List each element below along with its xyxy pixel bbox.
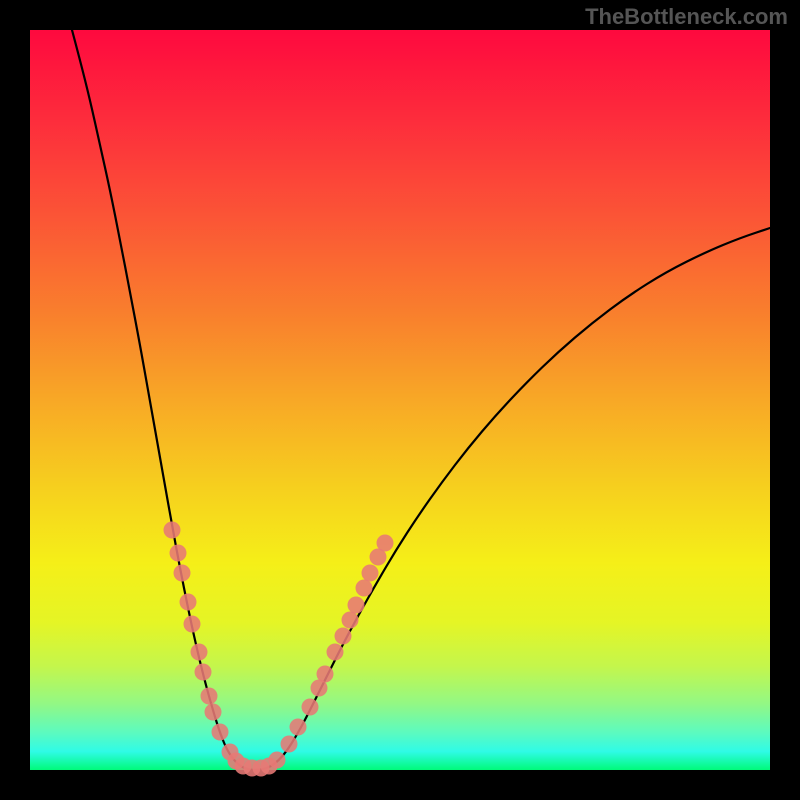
data-marker [195, 664, 212, 681]
data-marker [191, 644, 208, 661]
data-marker [317, 666, 334, 683]
data-marker [290, 719, 307, 736]
data-marker [348, 597, 365, 614]
data-marker [205, 704, 222, 721]
data-marker [342, 612, 359, 629]
data-marker [184, 616, 201, 633]
data-marker [269, 752, 286, 769]
data-marker [174, 565, 191, 582]
chart-container: TheBottleneck.com [0, 0, 800, 800]
data-marker [335, 628, 352, 645]
data-marker [377, 535, 394, 552]
chart-svg [0, 0, 800, 800]
data-marker [212, 724, 229, 741]
watermark-text: TheBottleneck.com [585, 4, 788, 30]
data-marker [281, 736, 298, 753]
data-marker [356, 580, 373, 597]
plot-background [30, 30, 770, 770]
data-marker [327, 644, 344, 661]
data-marker [201, 688, 218, 705]
data-marker [170, 545, 187, 562]
data-marker [180, 594, 197, 611]
data-marker [302, 699, 319, 716]
data-marker [362, 565, 379, 582]
data-marker [164, 522, 181, 539]
